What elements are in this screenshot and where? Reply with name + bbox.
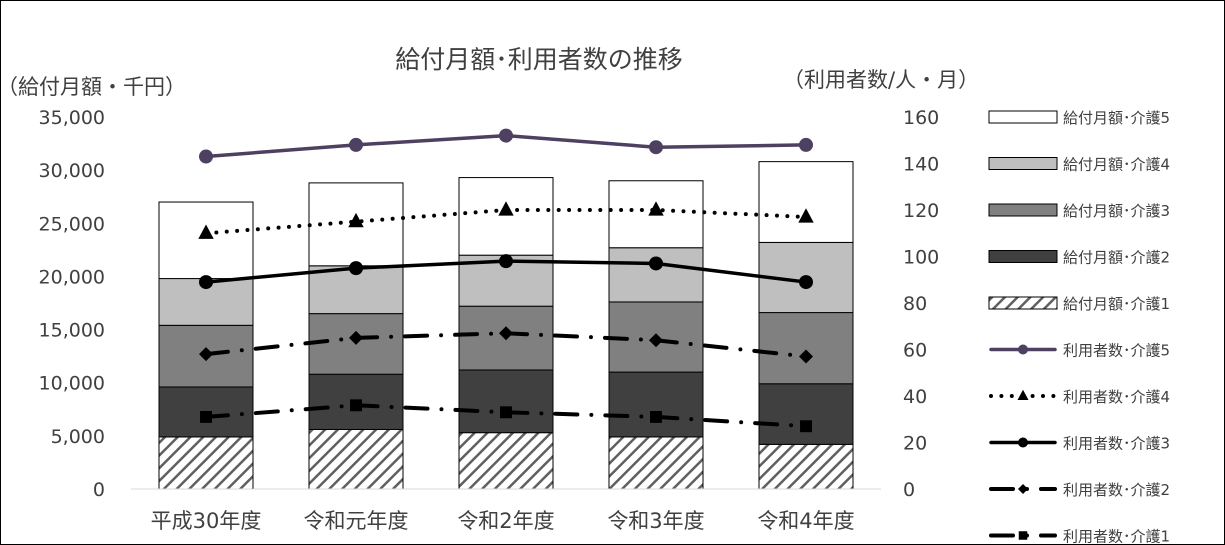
user-point-2 (499, 326, 513, 341)
user-point-5 (649, 140, 663, 155)
user-point-4 (348, 212, 364, 228)
y2-tick-label: 40 (903, 386, 927, 408)
legend-label: 利用者数･介護5 (1063, 342, 1170, 360)
legend-label: 利用者数･介護4 (1063, 388, 1170, 406)
legend-label: 給付月額･介護5 (1063, 109, 1170, 127)
legend-label: 利用者数･介護2 (1063, 481, 1170, 499)
legend-swatch-bar (988, 296, 1058, 310)
bar-segment-5 (458, 177, 554, 256)
legend-swatch-bar (988, 110, 1058, 124)
legend-label: 給付月額･介護4 (1063, 156, 1170, 174)
user-point-1 (350, 399, 362, 412)
user-point-3 (499, 254, 513, 269)
user-point-3 (799, 275, 813, 290)
category-label: 令和4年度 (757, 509, 854, 533)
y2-tick-label: 60 (903, 340, 927, 362)
user-point-5 (199, 149, 213, 164)
bar-segment-1 (458, 432, 554, 490)
legend-label: 利用者数･介護3 (1063, 435, 1170, 453)
bar-segment-1 (608, 436, 704, 490)
user-point-3 (349, 261, 363, 276)
y2-tick-label: 20 (903, 433, 927, 455)
left-tick-labels: 0 5,000 10,000 15,000 20,000 25,000 30,000 35,0… (39, 107, 105, 501)
user-point-1 (500, 406, 512, 419)
user-point-2 (349, 330, 363, 345)
bar-segment-1 (158, 436, 254, 490)
bar-segment-5 (758, 161, 854, 243)
y2-tick-label: 80 (903, 293, 927, 315)
y-tick-label: 5,000 (51, 426, 105, 448)
bar-segment-2 (608, 371, 704, 438)
user-point-5 (799, 137, 813, 152)
user-point-4 (648, 201, 664, 216)
legend-marker (1017, 389, 1029, 400)
y2-tick-label: 140 (903, 154, 939, 176)
y2-tick-label: 120 (903, 200, 939, 222)
user-point-1 (650, 410, 662, 423)
right-tick-labels: 0 20 40 60 80 100 120 140 160 (903, 107, 939, 501)
bar-segment-4 (308, 265, 404, 315)
user-point-1 (800, 420, 812, 433)
y-tick-label: 35,000 (39, 107, 105, 129)
y-tick-label: 30,000 (39, 160, 105, 182)
user-point-4 (198, 224, 214, 239)
y-tick-label: 25,000 (39, 213, 105, 235)
legend-swatch-bar (988, 250, 1058, 263)
legend-marker (1018, 344, 1028, 355)
category-label: 平成30年度 (151, 509, 262, 533)
category-labels: 平成30年度 令和元年度 令和2年度 令和3年度 令和4年度 (151, 509, 855, 533)
user-point-5 (499, 128, 513, 143)
legend-swatch-bar (988, 157, 1058, 170)
legend-label: 利用者数･介護1 (1063, 528, 1170, 545)
legend: 給付月額･介護5 給付月額･介護4 給付月額･介護3 給付月額･介護2 給付月額･介護1… (988, 109, 1170, 545)
user-point-5 (349, 137, 363, 152)
user-point-1 (200, 410, 212, 423)
y2-axis-title: （利用者数/人・月） (783, 68, 979, 92)
bar-segment-3 (758, 312, 854, 385)
legend-label: 給付月額･介護3 (1063, 202, 1170, 220)
bar-segment-5 (158, 201, 254, 280)
legend-swatch-bar (988, 203, 1058, 217)
chart-title: 給付月額･利用者数の推移 (395, 45, 683, 74)
bar-segment-2 (758, 383, 854, 445)
user-point-2 (799, 349, 813, 364)
legend-label: 給付月額･介護2 (1063, 249, 1170, 267)
y-tick-label: 0 (93, 479, 105, 501)
y2-tick-label: 100 (903, 247, 939, 269)
user-point-2 (199, 347, 213, 362)
legend-marker (1018, 437, 1028, 448)
legend-marker (1018, 531, 1028, 540)
legend-label: 給付月額･介護1 (1063, 295, 1170, 313)
y2-tick-label: 160 (903, 107, 939, 129)
bar-segment-2 (458, 369, 554, 434)
y-tick-label: 20,000 (39, 266, 105, 288)
bar-segment-1 (308, 428, 404, 490)
user-point-4 (498, 201, 514, 216)
bar-segment-1 (758, 443, 854, 490)
y2-tick-label: 0 (903, 479, 915, 501)
bar-segment-4 (608, 247, 704, 303)
user-point-3 (649, 256, 663, 271)
user-point-3 (199, 275, 213, 290)
user-point-4 (798, 208, 814, 223)
user-point-2 (649, 333, 663, 348)
stacked-bars (158, 161, 854, 490)
user-count-lines (198, 128, 814, 433)
y-axis-title: （給付月額・千円） (1, 75, 186, 99)
y-tick-label: 10,000 (39, 373, 105, 395)
category-label: 令和元年度 (304, 509, 409, 533)
category-label: 令和2年度 (457, 509, 554, 533)
y-tick-label: 15,000 (39, 320, 105, 342)
category-label: 令和3年度 (607, 509, 704, 533)
legend-marker (1018, 484, 1028, 494)
